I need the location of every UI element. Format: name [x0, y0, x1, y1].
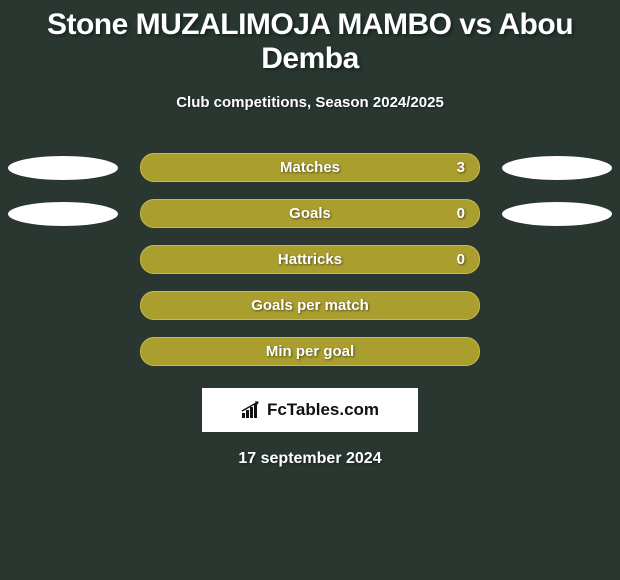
stat-label: Hattricks [278, 251, 342, 268]
stat-label: Min per goal [266, 343, 354, 360]
left-ellipse [8, 156, 118, 180]
stat-rows: Matches 3 Goals 0 Hattricks 0 [0, 153, 620, 366]
comparison-title: Stone MUZALIMOJA MAMBO vs Abou Demba [0, 0, 620, 76]
left-ellipse [8, 202, 118, 226]
stat-value: 0 [457, 251, 465, 268]
footer-text: FcTables.com [267, 400, 379, 420]
stat-label: Matches [280, 159, 340, 176]
stat-row: Min per goal [8, 337, 612, 366]
generated-date: 17 september 2024 [0, 450, 620, 468]
bar-wrap: Goals per match [130, 291, 490, 320]
stat-bar-goals-per-match: Goals per match [140, 291, 480, 320]
right-ellipse [502, 202, 612, 226]
stat-bar-goals: Goals 0 [140, 199, 480, 228]
stat-bar-matches: Matches 3 [140, 153, 480, 182]
stat-label: Goals [289, 205, 331, 222]
stat-row: Goals per match [8, 291, 612, 320]
stat-value: 0 [457, 205, 465, 222]
footer-attribution: FcTables.com [202, 388, 418, 432]
bar-wrap: Matches 3 [130, 153, 490, 182]
bar-wrap: Min per goal [130, 337, 490, 366]
stat-row: Matches 3 [8, 153, 612, 182]
stat-label: Goals per match [251, 297, 369, 314]
bar-chart-icon [241, 400, 263, 420]
right-ellipse [502, 156, 612, 180]
stat-value: 3 [457, 159, 465, 176]
bar-wrap: Hattricks 0 [130, 245, 490, 274]
stat-bar-hattricks: Hattricks 0 [140, 245, 480, 274]
bar-wrap: Goals 0 [130, 199, 490, 228]
stat-row: Goals 0 [8, 199, 612, 228]
stat-bar-min-per-goal: Min per goal [140, 337, 480, 366]
stat-row: Hattricks 0 [8, 245, 612, 274]
comparison-subtitle: Club competitions, Season 2024/2025 [0, 94, 620, 111]
